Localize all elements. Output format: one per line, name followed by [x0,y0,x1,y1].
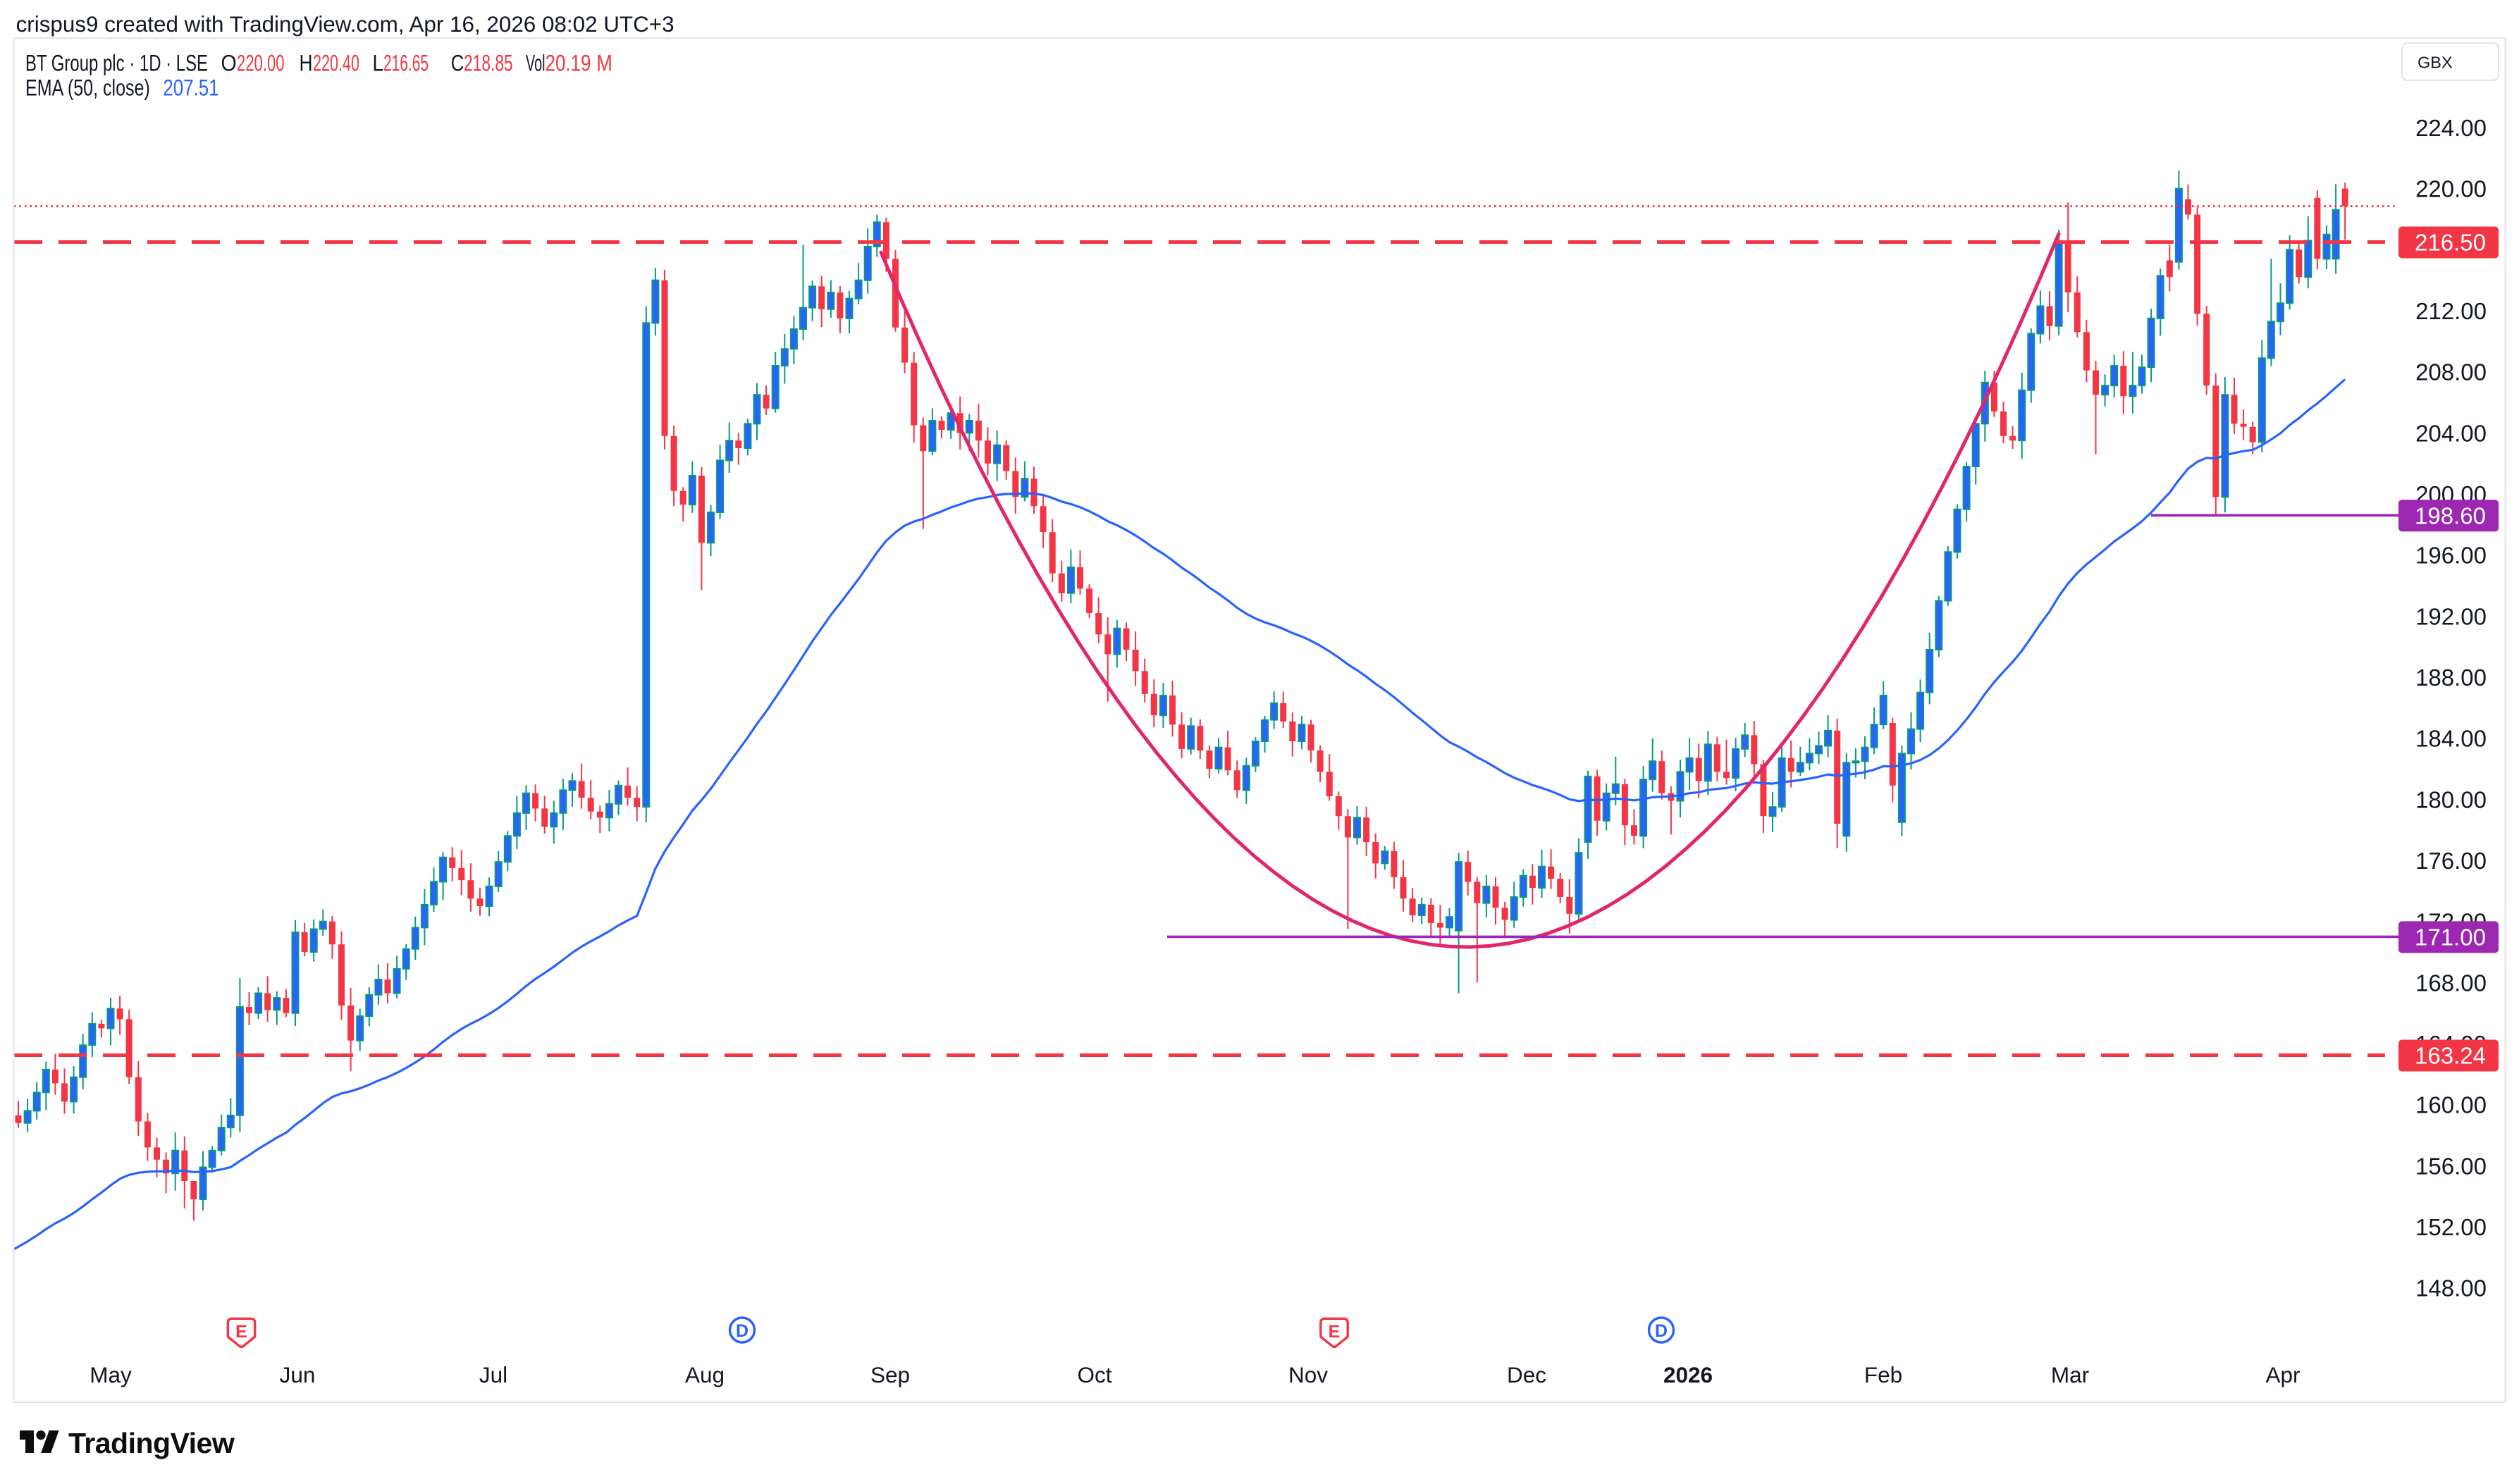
svg-text:216.65: 216.65 [383,50,429,75]
svg-text:H: H [300,50,313,75]
svg-text:152.00: 152.00 [2415,1214,2487,1240]
svg-text:216.50: 216.50 [2415,230,2486,256]
svg-text:204.00: 204.00 [2415,420,2487,446]
svg-text:2026: 2026 [1663,1362,1713,1387]
svg-text:171.00: 171.00 [2415,924,2486,950]
svg-text:EMA (50, close): EMA (50, close) [25,75,150,101]
svg-text:148.00: 148.00 [2415,1275,2487,1301]
svg-text:192.00: 192.00 [2415,603,2487,629]
svg-text:Jun: Jun [280,1362,316,1387]
svg-text:220.00: 220.00 [2415,176,2487,202]
svg-text:D: D [736,1321,749,1341]
svg-text:184.00: 184.00 [2415,726,2487,752]
svg-text:220.00: 220.00 [237,50,285,75]
svg-text:BT Group plc · 1D · LSE: BT Group plc · 1D · LSE [25,50,208,75]
svg-text:208.00: 208.00 [2415,359,2487,385]
svg-text:198.60: 198.60 [2415,502,2486,528]
svg-text:Nov: Nov [1288,1362,1328,1387]
svg-text:E: E [1329,1322,1341,1342]
svg-text:C: C [451,50,464,75]
svg-text:20.19: 20.19 [546,50,591,75]
svg-text:224.00: 224.00 [2415,115,2487,141]
svg-text:220.40: 220.40 [313,50,359,75]
svg-text:May: May [90,1362,132,1387]
svg-text:Jul: Jul [479,1362,507,1387]
svg-text:188.00: 188.00 [2415,664,2487,691]
svg-text:Mar: Mar [2051,1362,2089,1387]
svg-text:crispus9 created with TradingV: crispus9 created with TradingView.com, A… [16,11,675,37]
svg-text:Vol: Vol [526,50,546,75]
svg-text:163.24: 163.24 [2415,1043,2486,1069]
svg-text:Oct: Oct [1077,1362,1111,1387]
svg-text:196.00: 196.00 [2415,543,2487,569]
svg-text:O: O [221,50,237,75]
svg-text:L: L [373,50,384,75]
svg-text:D: D [1655,1321,1668,1341]
svg-text:Dec: Dec [1507,1362,1546,1387]
svg-text:168.00: 168.00 [2415,970,2487,996]
svg-text:Feb: Feb [1864,1362,1902,1387]
svg-text:E: E [235,1322,247,1342]
svg-text:176.00: 176.00 [2415,848,2487,874]
svg-text:207.51: 207.51 [163,75,218,101]
svg-text:156.00: 156.00 [2415,1153,2487,1179]
svg-text:180.00: 180.00 [2415,786,2487,812]
svg-text:160.00: 160.00 [2415,1092,2487,1118]
svg-text:Apr: Apr [2265,1362,2300,1387]
svg-text:Sep: Sep [870,1362,910,1387]
svg-text:M: M [596,50,612,75]
svg-text:212.00: 212.00 [2415,298,2487,324]
svg-text:Aug: Aug [685,1362,725,1387]
svg-text:TradingView: TradingView [68,1427,235,1459]
svg-text:GBX: GBX [2418,54,2453,72]
svg-text:218.85: 218.85 [464,50,513,75]
